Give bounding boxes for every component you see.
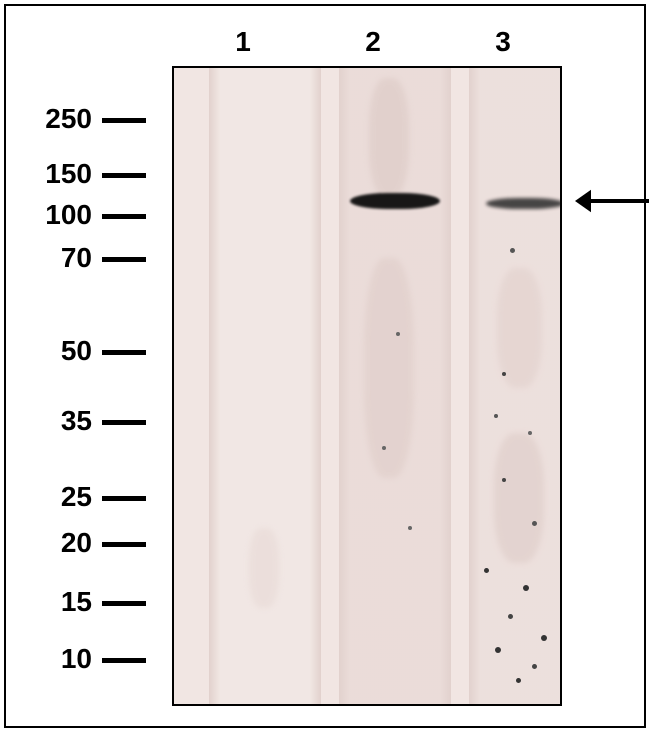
mw-marker-label: 25 (20, 481, 92, 513)
background-smudge (249, 528, 279, 608)
speckle (396, 332, 400, 336)
mw-marker-label: 10 (20, 643, 92, 675)
mw-marker-label: 150 (20, 158, 92, 190)
speckle (382, 446, 386, 450)
mw-marker-label: 250 (20, 103, 92, 135)
mw-marker-tick (102, 214, 146, 219)
speckle (495, 647, 501, 653)
figure-frame: 1 2 3 250 150 100 70 50 35 25 20 15 10 (0, 0, 650, 732)
speckle (516, 678, 521, 683)
background-smudge (494, 433, 544, 563)
mw-marker-label: 35 (20, 405, 92, 437)
lane-label: 1 (223, 26, 263, 58)
speckle (528, 431, 532, 435)
speckle (532, 664, 537, 669)
speckle (508, 614, 513, 619)
background-smudge (364, 258, 414, 478)
lane-label: 3 (483, 26, 523, 58)
speckle (408, 526, 412, 530)
speckle (541, 635, 547, 641)
speckle (494, 414, 498, 418)
protein-band (350, 193, 440, 209)
mw-marker-label: 100 (20, 199, 92, 231)
speckle (510, 248, 515, 253)
mw-marker-label: 20 (20, 527, 92, 559)
mw-marker-tick (102, 601, 146, 606)
mw-marker-tick (102, 658, 146, 663)
speckle (502, 372, 506, 376)
mw-marker-tick (102, 496, 146, 501)
speckle (502, 478, 506, 482)
lane-background (209, 68, 321, 704)
mw-marker-tick (102, 173, 146, 178)
lane-label: 2 (353, 26, 393, 58)
protein-band (486, 198, 562, 209)
mw-marker-label: 50 (20, 335, 92, 367)
mw-marker-tick (102, 350, 146, 355)
mw-marker-tick (102, 420, 146, 425)
mw-marker-tick (102, 257, 146, 262)
background-smudge (369, 78, 409, 198)
background-smudge (497, 268, 542, 388)
mw-marker-tick (102, 542, 146, 547)
band-indicator-arrow (575, 183, 650, 219)
mw-marker-tick (102, 118, 146, 123)
mw-marker-label: 70 (20, 242, 92, 274)
blot-membrane (172, 66, 562, 706)
speckle (532, 521, 537, 526)
speckle (484, 568, 489, 573)
speckle (523, 585, 529, 591)
mw-marker-label: 15 (20, 586, 92, 618)
